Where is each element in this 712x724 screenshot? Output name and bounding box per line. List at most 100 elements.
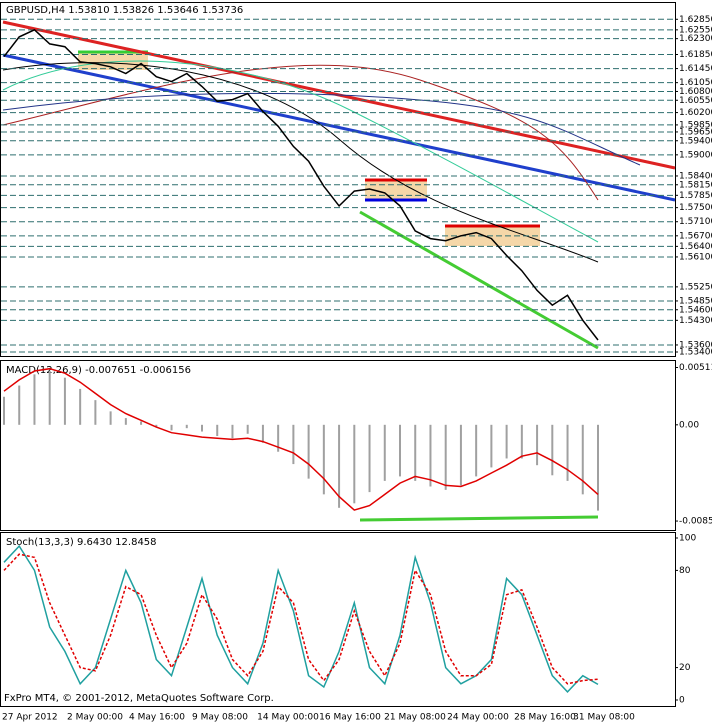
y-tick-label: 100 [679, 534, 696, 544]
time-label: 27 Apr 2012 [2, 713, 58, 723]
macd-bar [3, 396, 5, 425]
zone [78, 52, 148, 70]
macd-bar [505, 424, 508, 459]
y-tick-label: 1.54850 [679, 296, 712, 306]
y-tick-label: 1.56700 [679, 231, 712, 241]
macd-bar [231, 424, 234, 439]
price-line [3, 28, 599, 341]
y-tick-label: 1.59650 [679, 127, 712, 137]
y-tick-label: 1.60800 [679, 87, 712, 97]
macd-bar [475, 424, 478, 477]
macd-bar [383, 424, 386, 481]
y-tick-label: -0.00858 [679, 517, 712, 527]
y-tick-label: 0.00 [679, 420, 699, 430]
moving-average [2, 64, 599, 201]
macd-bar [79, 388, 82, 425]
y-tick-label: 1.62850 [679, 15, 712, 25]
y-tick-label: 1.57850 [679, 191, 712, 201]
macd-bar [94, 400, 97, 425]
y-tick-label: 80 [679, 566, 691, 576]
y-tick-label: 1.61050 [679, 78, 712, 88]
y-tick-label: 1.54300 [679, 316, 712, 326]
macd-bar [353, 424, 356, 504]
macd-bar [63, 377, 66, 425]
macd-title: MACD(12,26,9) -0.007651 -0.006156 [6, 365, 191, 376]
moving-average [2, 60, 599, 243]
price-title: GBPUSD,H4 1.53810 1.53826 1.53646 1.5373… [6, 5, 243, 16]
macd-bar [581, 424, 584, 495]
moving-average [2, 62, 599, 263]
y-tick-label: 1.60550 [679, 96, 712, 106]
macd-bar [338, 424, 341, 508]
macd-bar [201, 424, 203, 432]
macd-bar [551, 424, 554, 476]
y-tick-label: 1.61850 [679, 50, 712, 60]
y-tick-label: 1.62550 [679, 25, 712, 35]
macd-bar [536, 424, 539, 466]
macd-bar [490, 424, 493, 468]
macd-bar [399, 424, 401, 477]
macd-bar [597, 424, 599, 511]
macd-bar [459, 424, 462, 486]
macd-bar [33, 374, 36, 425]
time-label: 16 May 16:00 [319, 713, 381, 723]
time-label: 4 May 16:00 [129, 713, 185, 723]
y-tick-label: 0.00511 [679, 363, 712, 373]
macd-bar [109, 411, 112, 425]
y-tick-label: 1.62300 [679, 34, 712, 44]
y-tick-label: 1.61450 [679, 64, 712, 74]
y-tick-label: 1.57500 [679, 203, 712, 213]
macd-bar [307, 424, 310, 479]
trend-line [359, 210, 599, 350]
macd-bar [277, 424, 280, 452]
macd-bar [18, 385, 21, 425]
price-panel [0, 2, 676, 357]
macd-bar [520, 424, 523, 459]
stoch-panel [0, 532, 676, 707]
macd-bar [292, 424, 295, 465]
y-tick-label: 1.58400 [679, 171, 712, 181]
trend-line [359, 515, 599, 522]
time-label: 14 May 00:00 [257, 713, 319, 723]
time-label: 9 May 08:00 [192, 713, 248, 723]
macd-bar [566, 424, 569, 481]
time-axis: 27 Apr 2012 2 May 00:00 4 May 16:00 9 Ma… [2, 713, 635, 723]
macd-bar [155, 424, 158, 428]
macd-bar [246, 424, 249, 434]
y-tick-label: 0 [679, 696, 685, 706]
moving-average [2, 92, 641, 166]
macd-bar [261, 424, 264, 443]
y-tick-label: 1.59000 [679, 150, 712, 160]
y-tick-label: 1.58150 [679, 180, 712, 190]
stoch-line [3, 544, 599, 693]
footer: FxPro MT4, © 2001-2012, MetaQuotes Softw… [4, 693, 274, 704]
macd-bar [429, 424, 432, 487]
y-tick-label: 1.53600 [679, 340, 712, 350]
macd-panel [0, 360, 676, 531]
macd-bar [322, 424, 325, 495]
macd-bar [444, 424, 447, 490]
macd-bar [170, 424, 173, 431]
macd-bar [185, 424, 188, 429]
macd-bar [414, 424, 417, 481]
y-tick-label: 1.57100 [679, 217, 712, 227]
macd-bar [216, 424, 219, 437]
y-tick-label: 20 [679, 663, 691, 673]
y-tick-label: 1.55250 [679, 282, 712, 292]
macd-bar [368, 424, 371, 493]
y-tick-label: 1.54600 [679, 305, 712, 315]
y-tick-label: 1.56400 [679, 242, 712, 252]
macd-bar [140, 421, 143, 425]
y-tick-label: 1.59400 [679, 136, 712, 146]
time-label: 21 May 08:00 [384, 713, 446, 723]
time-label: 2 May 00:00 [67, 713, 123, 723]
stoch-line [3, 553, 599, 685]
y-tick-label: 1.56100 [679, 252, 712, 262]
y-tick-label: 1.60200 [679, 108, 712, 118]
macd-bar [48, 370, 51, 425]
time-label: 28 May 16:00 [514, 713, 576, 723]
macd-bar [124, 418, 127, 425]
